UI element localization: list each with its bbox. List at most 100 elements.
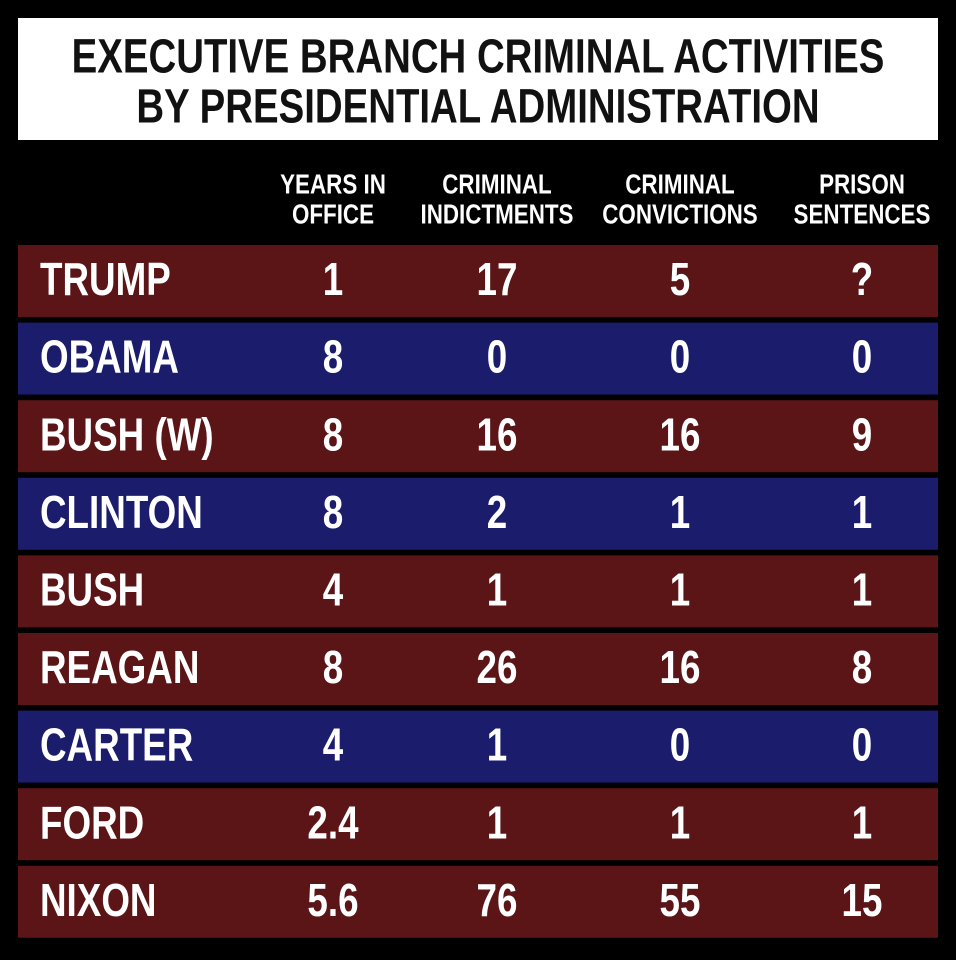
- cell-value: 1: [487, 719, 507, 771]
- president-name: BUSH: [40, 564, 144, 616]
- cell-value-group: 0: [852, 719, 872, 771]
- cell-value: 0: [852, 719, 872, 771]
- president-name-group: OBAMA: [40, 331, 179, 383]
- cell-value-group: 1: [852, 796, 872, 848]
- president-name-group: REAGAN: [40, 641, 199, 693]
- cell-value: 76: [477, 874, 518, 926]
- cell-value-group: 1: [670, 564, 690, 616]
- cell-value-group: 2.4: [307, 796, 358, 848]
- row-background: [18, 710, 938, 783]
- cell-value: 1: [323, 253, 343, 305]
- cell-value: 1: [852, 564, 872, 616]
- president-name: BUSH (W): [40, 408, 214, 460]
- cell-value: 8: [323, 408, 343, 460]
- cell-value-group: 9: [852, 408, 872, 460]
- cell-value-group: 1: [487, 796, 507, 848]
- cell-value-group: 1: [487, 564, 507, 616]
- cell-value: 2.4: [307, 796, 358, 848]
- president-name-group: NIXON: [40, 874, 157, 926]
- row-background: [18, 477, 938, 550]
- cell-value-group: 76: [477, 874, 518, 926]
- cell-value: 1: [487, 564, 507, 616]
- cell-value: 5.6: [307, 874, 358, 926]
- column-header-group: SENTENCES: [794, 199, 931, 230]
- cell-value: 0: [852, 331, 872, 383]
- president-name-group: TRUMP: [40, 253, 171, 305]
- column-header-group: YEARS IN: [280, 169, 386, 200]
- column-header: CONVICTIONS: [602, 199, 758, 230]
- cell-value: 8: [323, 641, 343, 693]
- column-header: PRISON: [819, 169, 905, 200]
- cell-value: 0: [670, 719, 690, 771]
- row-background: [18, 322, 938, 395]
- row-background: [18, 865, 938, 938]
- president-name: CARTER: [40, 719, 193, 771]
- column-header-group: CRIMINAL: [625, 169, 734, 200]
- president-name-group: BUSH (W): [40, 408, 214, 460]
- cell-value-group: 0: [487, 331, 507, 383]
- cell-value-group: 0: [670, 719, 690, 771]
- president-name: TRUMP: [40, 253, 171, 305]
- cell-value: 4: [323, 719, 343, 771]
- cell-value-group: 1: [670, 796, 690, 848]
- row-background: [18, 633, 938, 705]
- column-header: CRIMINAL: [442, 169, 551, 200]
- title-line: BY PRESIDENTIAL ADMINISTRATION: [136, 81, 819, 134]
- row-background: [18, 400, 938, 473]
- column-header-group: CRIMINAL: [442, 169, 551, 200]
- cell-value: 8: [323, 331, 343, 383]
- cell-value: 0: [670, 331, 690, 383]
- cell-value: 8: [852, 641, 872, 693]
- cell-value-group: 0: [670, 331, 690, 383]
- cell-value: 16: [660, 408, 701, 460]
- row-background: [18, 788, 938, 861]
- president-name-group: BUSH: [40, 564, 144, 616]
- cell-value-group: 8: [323, 408, 343, 460]
- cell-value-group: 1: [487, 719, 507, 771]
- column-header-group: OFFICE: [292, 199, 374, 230]
- column-header: INDICTMENTS: [420, 199, 573, 230]
- cell-value-group: 5: [670, 253, 690, 305]
- cell-value: 1: [670, 486, 690, 538]
- column-header-group: PRISON: [819, 169, 905, 200]
- cell-value-group: 55: [660, 874, 701, 926]
- cell-value: 26: [477, 641, 518, 693]
- cell-value-group: 26: [477, 641, 518, 693]
- cell-value: 1: [670, 796, 690, 848]
- cell-value-group: 4: [323, 719, 343, 771]
- cell-value-group: 16: [660, 641, 701, 693]
- cell-value-group: 8: [852, 641, 872, 693]
- cell-value: 8: [323, 486, 343, 538]
- title-line-group: EXECUTIVE BRANCH CRIMINAL ACTIVITIES: [72, 31, 885, 84]
- cell-value: 5: [670, 253, 690, 305]
- title-line: EXECUTIVE BRANCH CRIMINAL ACTIVITIES: [72, 31, 885, 84]
- column-header: CRIMINAL: [625, 169, 734, 200]
- cell-value: 9: [852, 408, 872, 460]
- cell-value: 2: [487, 486, 507, 538]
- cell-value: 1: [852, 796, 872, 848]
- cell-value-group: 1: [852, 486, 872, 538]
- cell-value: 1: [852, 486, 872, 538]
- cell-value: 16: [660, 641, 701, 693]
- column-header: YEARS IN: [280, 169, 386, 200]
- president-name-group: FORD: [40, 796, 144, 848]
- cell-value-group: 2: [487, 486, 507, 538]
- cell-value-group: 17: [477, 253, 518, 305]
- president-name: OBAMA: [40, 331, 179, 383]
- cell-value: 0: [487, 331, 507, 383]
- title-line-group: BY PRESIDENTIAL ADMINISTRATION: [136, 81, 819, 134]
- cell-value-group: 8: [323, 331, 343, 383]
- column-header: SENTENCES: [794, 199, 931, 230]
- president-name: NIXON: [40, 874, 157, 926]
- cell-value-group: 16: [660, 408, 701, 460]
- cell-value-group: 1: [852, 564, 872, 616]
- cell-value-group: 4: [323, 564, 343, 616]
- cell-value-group: ?: [851, 253, 873, 305]
- cell-value-group: 8: [323, 486, 343, 538]
- president-name-group: CARTER: [40, 719, 193, 771]
- cell-value-group: 16: [477, 408, 518, 460]
- cell-value-group: 1: [670, 486, 690, 538]
